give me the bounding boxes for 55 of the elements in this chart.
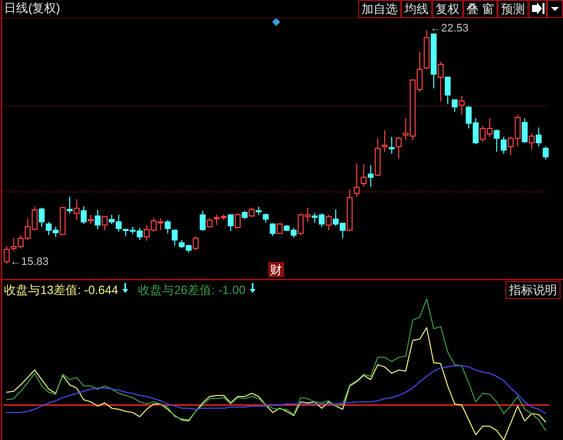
candlestick (200, 210, 206, 232)
candlestick (74, 198, 80, 221)
text: 收盘与13差值: -0.644 (4, 283, 119, 297)
text: 均线 (404, 2, 429, 16)
candlestick (522, 118, 528, 144)
text: 叠 窗 (466, 2, 494, 16)
candlestick (396, 136, 402, 159)
chart-title: 日线(复权) (4, 1, 60, 15)
candlestick (80, 206, 87, 224)
annotation: ←15.83 (10, 256, 49, 268)
text: 预测 (501, 2, 525, 16)
candlestick (326, 214, 332, 231)
candlestick (542, 146, 549, 160)
candlestick (228, 214, 234, 232)
candlestick (444, 76, 451, 105)
candlestick (206, 218, 213, 228)
candlestick (276, 222, 283, 235)
candlestick (528, 132, 535, 150)
candlestick (88, 214, 94, 224)
candlestick (192, 236, 199, 251)
annotation: 财 (270, 263, 282, 277)
candlestick (360, 164, 367, 188)
candlestick (234, 213, 241, 230)
candlestick (346, 188, 353, 232)
candlestick (102, 215, 108, 231)
candlestick (382, 130, 388, 152)
candlestick (500, 136, 507, 154)
candlestick (172, 229, 178, 246)
text: 复权 (436, 2, 460, 16)
annotation: ←22.53 (430, 22, 469, 35)
candlestick (354, 162, 360, 198)
text: 指标说明 (508, 283, 557, 297)
candlestick (438, 61, 444, 102)
candlestick (430, 32, 437, 89)
candlestick (452, 98, 458, 112)
candlestick (424, 30, 430, 70)
candlestick (374, 138, 381, 177)
candlestick (248, 207, 255, 218)
candlestick (270, 222, 276, 236)
candlestick (458, 96, 465, 116)
candlestick (388, 136, 395, 154)
candlestick (242, 210, 248, 220)
candlestick (494, 129, 500, 152)
candlestick (94, 210, 101, 230)
candlestick (66, 196, 73, 214)
candlestick (262, 213, 269, 224)
candlestick (536, 126, 542, 148)
candlestick (60, 206, 66, 236)
candlestick (164, 220, 171, 234)
candlestick (368, 164, 374, 188)
text: 收盘与26差值: -1.00 (138, 283, 246, 297)
text: 加自选 (362, 2, 398, 16)
candlestick (256, 206, 262, 216)
candlestick (4, 245, 10, 265)
candlestick (38, 207, 45, 228)
